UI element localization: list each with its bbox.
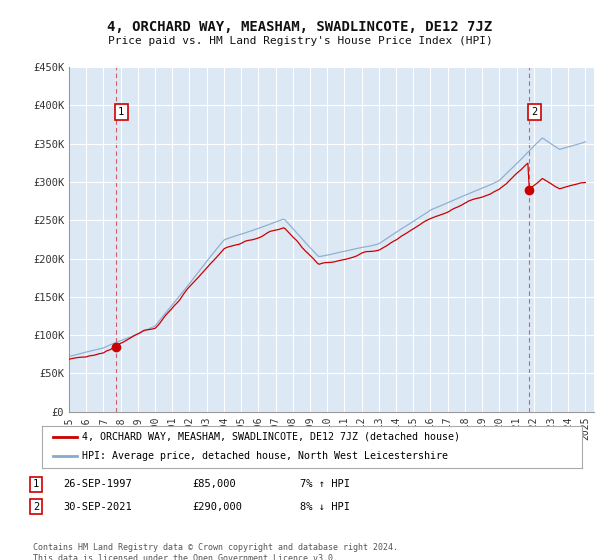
Text: 26-SEP-1997: 26-SEP-1997 <box>63 479 132 489</box>
Text: 2: 2 <box>532 107 538 117</box>
Text: 8% ↓ HPI: 8% ↓ HPI <box>300 502 350 512</box>
Text: Contains HM Land Registry data © Crown copyright and database right 2024.
This d: Contains HM Land Registry data © Crown c… <box>33 543 398 560</box>
Text: 2: 2 <box>33 502 39 512</box>
Text: HPI: Average price, detached house, North West Leicestershire: HPI: Average price, detached house, Nort… <box>83 451 449 461</box>
Text: 1: 1 <box>118 107 124 117</box>
Text: Price paid vs. HM Land Registry's House Price Index (HPI): Price paid vs. HM Land Registry's House … <box>107 36 493 46</box>
Text: 1: 1 <box>33 479 39 489</box>
Text: £85,000: £85,000 <box>192 479 236 489</box>
Text: £290,000: £290,000 <box>192 502 242 512</box>
Text: 7% ↑ HPI: 7% ↑ HPI <box>300 479 350 489</box>
Text: 30-SEP-2021: 30-SEP-2021 <box>63 502 132 512</box>
Text: 4, ORCHARD WAY, MEASHAM, SWADLINCOTE, DE12 7JZ (detached house): 4, ORCHARD WAY, MEASHAM, SWADLINCOTE, DE… <box>83 432 461 442</box>
Text: 4, ORCHARD WAY, MEASHAM, SWADLINCOTE, DE12 7JZ: 4, ORCHARD WAY, MEASHAM, SWADLINCOTE, DE… <box>107 20 493 34</box>
